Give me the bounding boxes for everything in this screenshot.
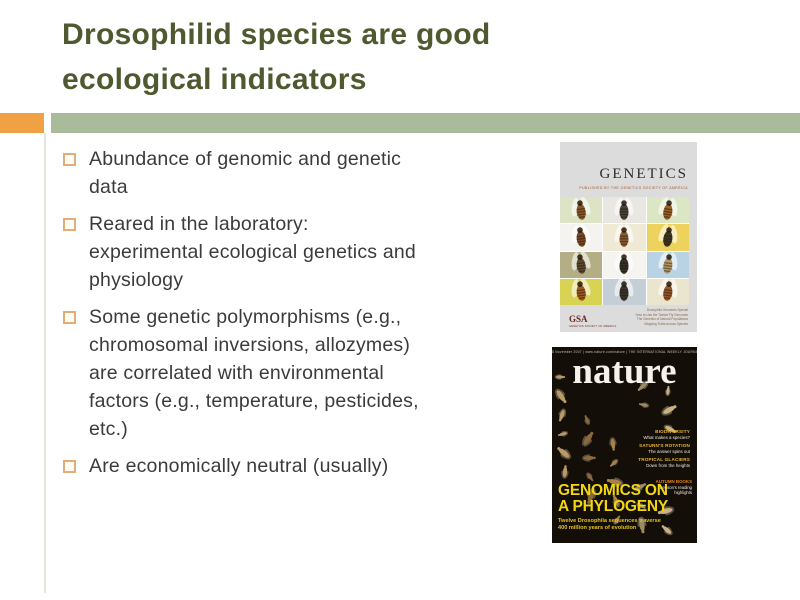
- accent-vertical-line: [44, 133, 46, 593]
- bullet-text-line: are correlated with environmental: [89, 362, 384, 384]
- list-item: Are economically neutral (usually): [62, 452, 542, 480]
- list-item: Some genetic polymorphisms (e.g., chromo…: [62, 303, 542, 443]
- bullet-text-line: chromosomal inversions, allozymes): [89, 334, 411, 356]
- page-title: Drosophilid species are good ecological …: [62, 12, 491, 102]
- genetics-masthead: GENETICS: [599, 166, 688, 182]
- genetics-footer-line: Mapping Traits Across Species: [644, 321, 688, 326]
- bullet-text-line: etc.): [89, 418, 128, 440]
- bullet-text-line: Reared in the laboratory:: [89, 213, 309, 235]
- corner-note-heading: AUTUMN BOOKS: [655, 479, 692, 484]
- list-item: Reared in the laboratory: experimental e…: [62, 210, 542, 294]
- genetics-footer-line: Drosophila Genomes Special: [646, 308, 688, 313]
- corner-note-line: highlights: [674, 489, 692, 495]
- bullet-square-icon: [63, 311, 76, 324]
- gsa-logo-subtext: GENETICS SOCIETY OF AMERICA: [569, 325, 617, 328]
- headline-line: GENOMICS ON: [558, 482, 668, 499]
- bullet-text-line: experimental ecological genetics and: [89, 241, 416, 263]
- fly-photo-cell: [646, 224, 689, 251]
- nature-corner-note: AUTUMN BOOKS Season's reading highlights: [656, 479, 692, 495]
- genetics-footer-lines: Drosophila Genomes Special How to Use th…: [636, 308, 688, 326]
- nature-headline: GENOMICS ON A PHYLOGENY: [558, 483, 668, 514]
- genetics-cover-image: GENETICS PUBLISHED BY THE GENETICS SOCIE…: [560, 142, 697, 332]
- fly-photo-cell: [603, 251, 646, 278]
- teaser-subtext: Down from the heights: [646, 463, 690, 468]
- fly-photo-cell: [560, 224, 603, 251]
- bullet-text-line: data: [89, 176, 128, 198]
- fly-photo-cell: [603, 197, 646, 224]
- teaser-subtext: The answer spins out: [648, 449, 690, 454]
- teaser-subtext: What makes a species?: [643, 435, 690, 440]
- nature-masthead-info: 8 November 2007 | www.nature.com/nature …: [552, 350, 697, 354]
- teaser-heading: SATURN'S ROTATION: [639, 443, 690, 448]
- fly-photo-cell: [560, 278, 603, 305]
- fly-photo-cell: [560, 251, 603, 278]
- subheadline-line: 400 million years of evolution: [558, 525, 637, 531]
- bullet-square-icon: [63, 153, 76, 166]
- fly-photo-cell: [646, 278, 689, 305]
- accent-square: [0, 113, 44, 133]
- genetics-subtitle: PUBLISHED BY THE GENETICS SOCIETY OF AME…: [579, 186, 688, 190]
- nature-teaser-list: BIODIVERSITY What makes a species? SATUR…: [638, 429, 690, 471]
- bullet-text-line: Some genetic polymorphisms (e.g.,: [89, 306, 402, 328]
- nature-cover-image: 8 November 2007 | www.nature.com/nature …: [552, 347, 697, 543]
- genetics-fly-grid: [560, 197, 689, 305]
- fly-scatter-art: [554, 374, 677, 536]
- teaser-heading: TROPICAL GLACIERS: [638, 457, 690, 462]
- genetics-footer-line: The Genetics of Natural Populations: [636, 317, 688, 322]
- headline-line: A PHYLOGENY: [558, 497, 669, 515]
- nature-wordmark: nature: [572, 351, 677, 392]
- list-item: Abundance of genomic and genetic data: [62, 145, 542, 201]
- bullet-text-line: Are economically neutral (usually): [89, 455, 389, 477]
- fly-photo-cell: [603, 278, 646, 305]
- fly-photo-cell: [560, 197, 603, 224]
- bullet-text-line: Abundance of genomic and genetic: [89, 148, 402, 170]
- subheadline-line: Twelve Drosophila sequences traverse: [558, 518, 661, 524]
- bullet-text-line: factors (e.g., temperature, pesticides,: [89, 390, 419, 412]
- gsa-logo: GSA: [569, 314, 588, 324]
- bullet-square-icon: [63, 218, 76, 231]
- title-line-1: Drosophilid species are good: [62, 18, 491, 51]
- accent-bar: [51, 113, 800, 133]
- title-line-2: ecological indicators: [62, 63, 367, 96]
- fly-photo-cell: [646, 251, 689, 278]
- nature-subheadline: Twelve Drosophila sequences traverse 400…: [558, 518, 661, 532]
- teaser-heading: BIODIVERSITY: [655, 429, 690, 434]
- corner-note-line: Season's reading: [659, 484, 692, 490]
- genetics-footer-line: How to Use the Twelve Fly Genomes: [635, 312, 688, 317]
- fly-photo-cell: [646, 197, 689, 224]
- bullet-square-icon: [63, 460, 76, 473]
- bullet-text-line: physiology: [89, 269, 184, 291]
- fly-photo-cell: [603, 224, 646, 251]
- bullet-list: Abundance of genomic and genetic data Re…: [62, 145, 542, 489]
